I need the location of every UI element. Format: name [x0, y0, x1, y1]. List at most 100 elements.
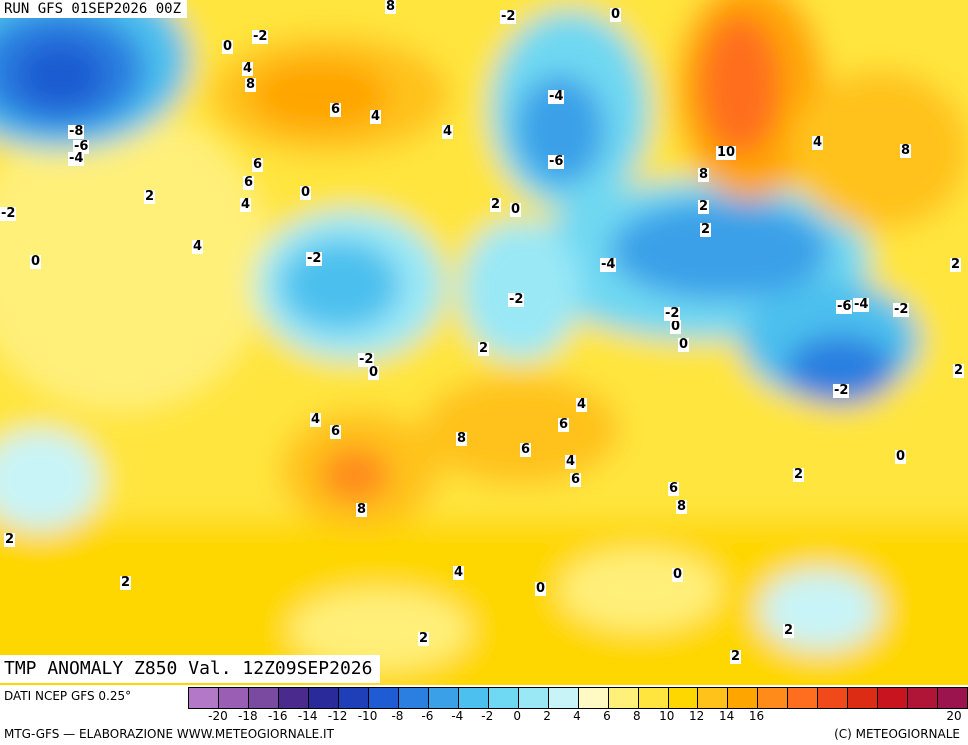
contour-label: 2 [490, 197, 502, 212]
scale-tick-label: -20 [208, 709, 228, 723]
contour-label: 6 [668, 481, 680, 496]
scale-swatch [728, 688, 759, 708]
scale-swatch [398, 688, 429, 708]
contour-label: 8 [456, 431, 468, 446]
contour-label: 4 [192, 239, 204, 254]
contour-label: 8 [698, 167, 710, 182]
scale-swatch [818, 688, 849, 708]
scale-tick-label: 12 [689, 709, 705, 723]
scale-swatch [938, 688, 968, 708]
scale-tick-label: 20 [946, 709, 962, 723]
contour-label: 2 [120, 575, 132, 590]
scale-swatch [218, 688, 249, 708]
contour-label: 6 [558, 417, 570, 432]
scale-swatch [548, 688, 579, 708]
contour-label: 4 [370, 109, 382, 124]
scale-swatch [638, 688, 669, 708]
contour-label: 2 [730, 649, 742, 664]
data-source: DATI NCEP GFS 0.25° [4, 689, 132, 703]
contour-label: 4 [240, 197, 252, 212]
scale-swatch [908, 688, 939, 708]
scale-tick-label: -18 [238, 709, 258, 723]
scale-tick-label: 14 [718, 709, 735, 723]
scale-swatch [248, 688, 279, 708]
scale-swatch [668, 688, 699, 708]
scale-swatch [758, 688, 789, 708]
scale-swatch [578, 688, 609, 708]
scale-swatch [458, 688, 489, 708]
scale-tick-label: 10 [659, 709, 675, 723]
contour-label: -4 [600, 257, 617, 272]
contour-label: 0 [535, 581, 547, 596]
contour-label: -6 [73, 139, 90, 154]
contour-label: 2 [793, 467, 805, 482]
contour-label: 4 [242, 61, 254, 76]
contour-label: -4 [853, 297, 870, 312]
contour-label: 4 [310, 412, 322, 427]
contour-label: 2 [144, 189, 156, 204]
map-title: TMP ANOMALY Z850 Val. 12Z09SEP2026 [0, 655, 381, 683]
scale-swatch [698, 688, 729, 708]
contour-label: 2 [700, 222, 712, 237]
contour-label: -6 [548, 154, 565, 169]
contour-label: 2 [4, 532, 16, 547]
contour-label: 2 [418, 631, 430, 646]
scale-tick-label: 4 [573, 709, 581, 723]
contour-label: 4 [565, 454, 577, 469]
scale-swatch [308, 688, 339, 708]
scale-swatch [878, 688, 909, 708]
scale-tick-label: -12 [327, 709, 348, 723]
contour-label: 8 [245, 77, 257, 92]
contour-label: 6 [570, 472, 582, 487]
contour-label: 0 [30, 254, 42, 269]
scale-swatch [518, 688, 549, 708]
contour-label: -2 [664, 306, 681, 321]
contour-label: 0 [300, 185, 312, 200]
scale-tick-label: -2 [481, 709, 494, 723]
scale-tick-label: -16 [267, 709, 288, 723]
contour-label: 6 [520, 442, 532, 457]
scale-swatch [278, 688, 309, 708]
scale-tick-label: -4 [451, 709, 464, 723]
contour-label: 4 [812, 135, 824, 150]
contour-label: 0 [510, 202, 522, 217]
contour-label: 0 [672, 567, 684, 582]
contour-label: 8 [900, 143, 912, 158]
run-label: RUN GFS 01SEP2026 00Z [0, 0, 188, 18]
contour-label: -2 [893, 302, 910, 317]
scale-ticks: -20 -18 -16 -14 -12 -10 -8 -6 -4 -2 0 2 4 6 8 10 12 14 16 2… [188, 709, 966, 725]
contour-label: -4 [68, 151, 85, 166]
contour-label: -2 [500, 9, 517, 24]
contour-label: 6 [330, 424, 342, 439]
contour-label: 8 [676, 499, 688, 514]
scale-swatch [368, 688, 399, 708]
color-scale [188, 687, 968, 709]
contour-label: 2 [953, 363, 965, 378]
contour-label: 0 [368, 365, 380, 380]
contour-label: -2 [833, 383, 850, 398]
scale-swatch [488, 688, 519, 708]
contour-label: 6 [243, 175, 255, 190]
contour-label: 8 [356, 502, 368, 517]
contour-label: 4 [442, 124, 454, 139]
scale-swatch [338, 688, 369, 708]
scale-tick-label: -8 [391, 709, 404, 723]
contour-label: 0 [895, 449, 907, 464]
contour-label: 8 [385, 0, 397, 14]
scale-tick-label: 2 [543, 709, 551, 723]
contour-label: 6 [330, 102, 342, 117]
scale-tick-label: 0 [513, 709, 521, 723]
contour-label: 2 [783, 623, 795, 638]
contour-label: 2 [950, 257, 962, 272]
scale-tick-label: -6 [421, 709, 434, 723]
credit-right: (C) METEOGIORNALE [834, 727, 960, 741]
contour-label: 2 [478, 341, 490, 356]
scale-tick-label: -10 [357, 709, 378, 723]
contour-label: 4 [453, 565, 465, 580]
contour-label: -2 [306, 251, 323, 266]
contour-label: 10 [716, 145, 737, 160]
contour-label: 2 [698, 199, 710, 214]
scale-swatch [428, 688, 459, 708]
contour-label: -2 [508, 292, 525, 307]
